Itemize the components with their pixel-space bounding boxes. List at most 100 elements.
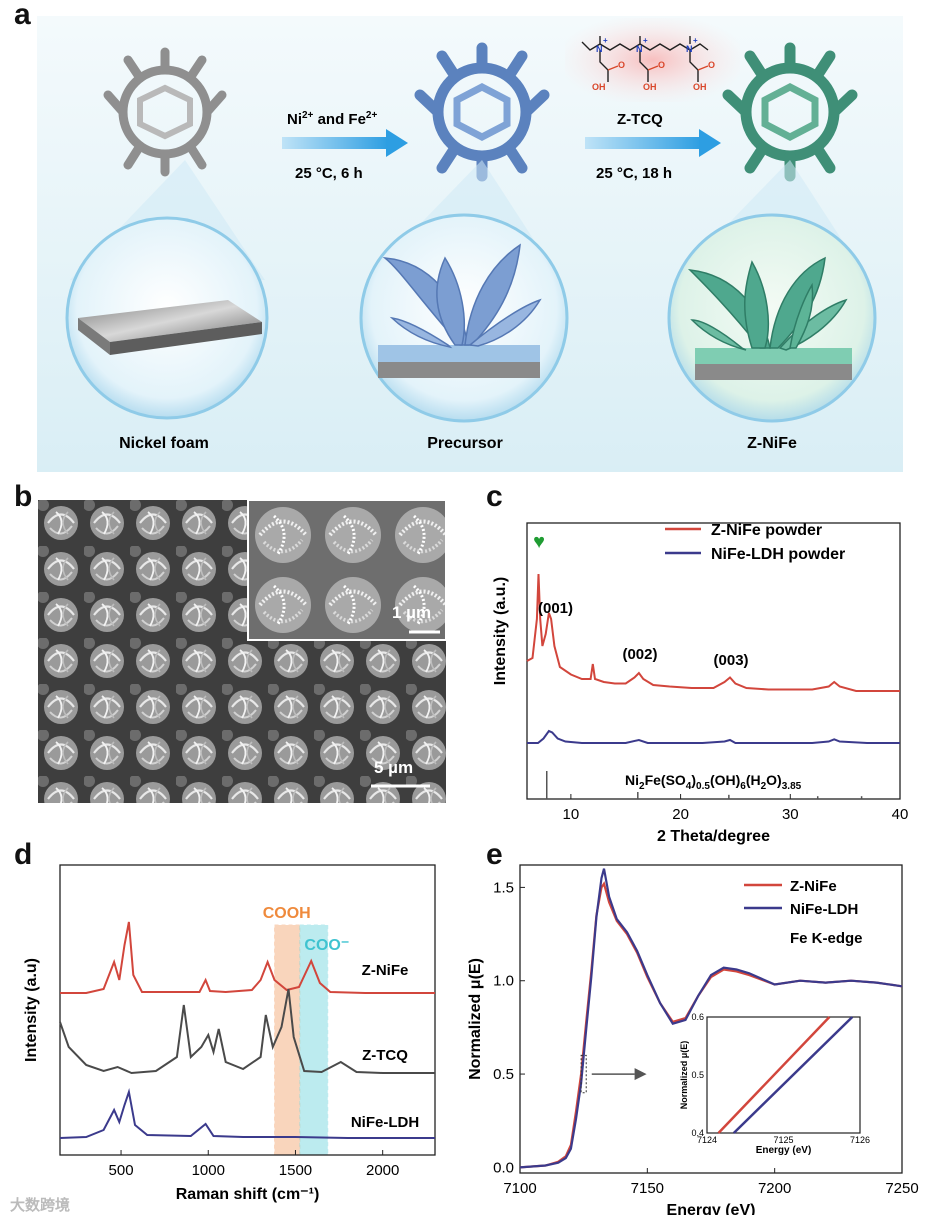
- x-tick-label: 40: [892, 806, 909, 823]
- y-tick-label: 0.5: [493, 1066, 514, 1083]
- y-tick-label: 1.5: [493, 879, 514, 896]
- inset-x-tick-label: 7125: [773, 1135, 793, 1145]
- atom-n2: N: [636, 44, 643, 54]
- label-precursor: Precursor: [427, 435, 503, 452]
- reaction-arrow-1: [282, 129, 408, 157]
- reference-formula: Ni2Fe(SO4)0.5(OH)6(H2O)3.85: [625, 772, 802, 792]
- series-label-z-nife: Z-NiFe: [362, 962, 409, 979]
- panel-label-e: e: [486, 838, 503, 871]
- x-tick-label: 2000: [366, 1162, 399, 1179]
- inset-x-tick-label: 7126: [850, 1135, 870, 1145]
- label-nickel-foam: Nickel foam: [119, 435, 209, 452]
- y-tick-label: 1.0: [493, 973, 514, 990]
- y-axis-label: Intensity (a.u.): [492, 577, 509, 685]
- series-nife-ldh: [59, 1088, 435, 1139]
- atom-oh2: OH: [643, 82, 657, 92]
- plot-frame: [519, 864, 903, 1174]
- nickel-foam-framework: [103, 47, 227, 177]
- inset-y-axis-label: Normalized μ(E): [679, 1041, 689, 1110]
- inset-series-nife-ldh: [732, 1016, 854, 1134]
- x-tick-label: 1500: [279, 1162, 312, 1179]
- edge-annotation: Fe K-edge: [790, 930, 863, 947]
- z-nife-magnified: [667, 213, 877, 423]
- sem-image: [38, 500, 446, 803]
- peak-label-003: (003): [714, 652, 749, 669]
- y-axis-label: Intensity (a.u): [23, 958, 40, 1062]
- atom-o2: O: [658, 60, 665, 70]
- band-coo: [299, 924, 329, 1156]
- x-tick-label: 10: [563, 806, 580, 823]
- legend-label: Z-NiFe: [790, 878, 837, 895]
- z-tcq-highlight: [565, 18, 740, 102]
- x-tick-label: 20: [672, 806, 689, 823]
- x-tick-label: 7200: [758, 1180, 791, 1197]
- x-tick-label: 7150: [631, 1180, 664, 1197]
- panel-a-schematic: N N N + + + O O O OH OH OH: [37, 16, 903, 472]
- z-nife-framework: [722, 42, 858, 182]
- panel-label-d: d: [14, 838, 33, 871]
- band-cooh: [274, 924, 301, 1156]
- series-z-tcq: [59, 988, 435, 1075]
- atom-n3: N: [686, 44, 693, 54]
- series-z-nife: [60, 921, 435, 994]
- inset-series-z-nife: [717, 1016, 831, 1134]
- series-nife-ldh: [519, 868, 903, 1169]
- panel-label-a: a: [14, 0, 31, 31]
- inset-x-axis-label: Energy (eV): [756, 1145, 812, 1156]
- atom-n1: N: [596, 44, 603, 54]
- peak-label-002: (002): [622, 646, 657, 663]
- series-nife-ldh-powder: [527, 729, 900, 744]
- x-tick-label: 500: [109, 1162, 134, 1179]
- precursor-plate: [378, 345, 540, 378]
- band-label-coo: COO⁻: [304, 937, 349, 954]
- panel-label-c: c: [486, 480, 503, 513]
- x-tick-label: 30: [782, 806, 799, 823]
- x-tick-label: 1000: [192, 1162, 225, 1179]
- inset-scale-text: 1 µm: [392, 603, 432, 622]
- watermark: 大数跨境: [10, 1197, 71, 1214]
- heart-marker: ♥: [533, 531, 545, 553]
- nickel-plate: [78, 300, 262, 355]
- zoom-arrow-head: [634, 1068, 647, 1081]
- atom-plus1: +: [603, 36, 608, 45]
- x-tick-label: 7100: [503, 1180, 536, 1197]
- x-axis-label: Energy (eV): [667, 1202, 756, 1215]
- raman-chart: COOH COO⁻ 500 1000 1500 2000 Raman shift (cm⁻¹…: [23, 864, 436, 1203]
- x-tick-label: 7250: [885, 1180, 918, 1197]
- x-axis-label: Raman shift (cm⁻¹): [176, 1186, 320, 1203]
- reaction-arrow-2: [585, 129, 721, 157]
- legend-label: NiFe-LDH: [790, 901, 858, 918]
- inset-y-tick-label: 0.5: [691, 1070, 704, 1080]
- atom-plus3: +: [693, 36, 698, 45]
- step2-condition: 25 °C, 18 h: [596, 165, 672, 182]
- band-label-cooh: COOH: [263, 905, 311, 922]
- sem-inset: [247, 500, 446, 641]
- xanes-chart: 7100 7150 7200 7250 0.0 0.5 1.0 1.5 Energy (eV) N…: [467, 864, 919, 1215]
- peak-label-001: (001): [538, 600, 573, 617]
- inset-x-tick-label: 7124: [697, 1135, 717, 1145]
- z-nife-plate: [695, 348, 852, 380]
- series-label-z-tcq: Z-TCQ: [362, 1047, 408, 1064]
- legend-label: Z-NiFe powder: [711, 522, 822, 539]
- step1-condition: 25 °C, 6 h: [295, 165, 363, 182]
- plot-frame: [59, 864, 436, 1156]
- inset-y-tick-label: 0.6: [691, 1012, 704, 1022]
- y-axis-label: Normalized μ(E): [467, 958, 484, 1080]
- main-scale-text: 5 µm: [374, 758, 414, 777]
- z-tcq-molecule: [581, 36, 709, 82]
- zoom-box: [580, 1054, 587, 1094]
- atom-o3: O: [708, 60, 715, 70]
- series-z-nife-powder: [526, 573, 900, 692]
- inset-y-tick-label: 0.4: [691, 1128, 704, 1138]
- atom-oh3: OH: [693, 82, 707, 92]
- x-axis-label: 2 Theta/degree: [657, 828, 770, 845]
- inset-frame: [706, 1016, 861, 1134]
- precursor-nanosheets: [382, 243, 542, 349]
- y-tick-label: 0.0: [493, 1159, 514, 1176]
- atom-plus2: +: [643, 36, 648, 45]
- series-label-nife-ldh: NiFe-LDH: [351, 1114, 419, 1131]
- xrd-chart: 10 20 30 40 2 Theta/degree Intensity (a.u.) Ni…: [492, 522, 909, 845]
- atom-o1: O: [618, 60, 625, 70]
- z-nife-nanosheets: [687, 256, 848, 351]
- step1-reagent: Ni2+ and Fe2+: [287, 110, 377, 128]
